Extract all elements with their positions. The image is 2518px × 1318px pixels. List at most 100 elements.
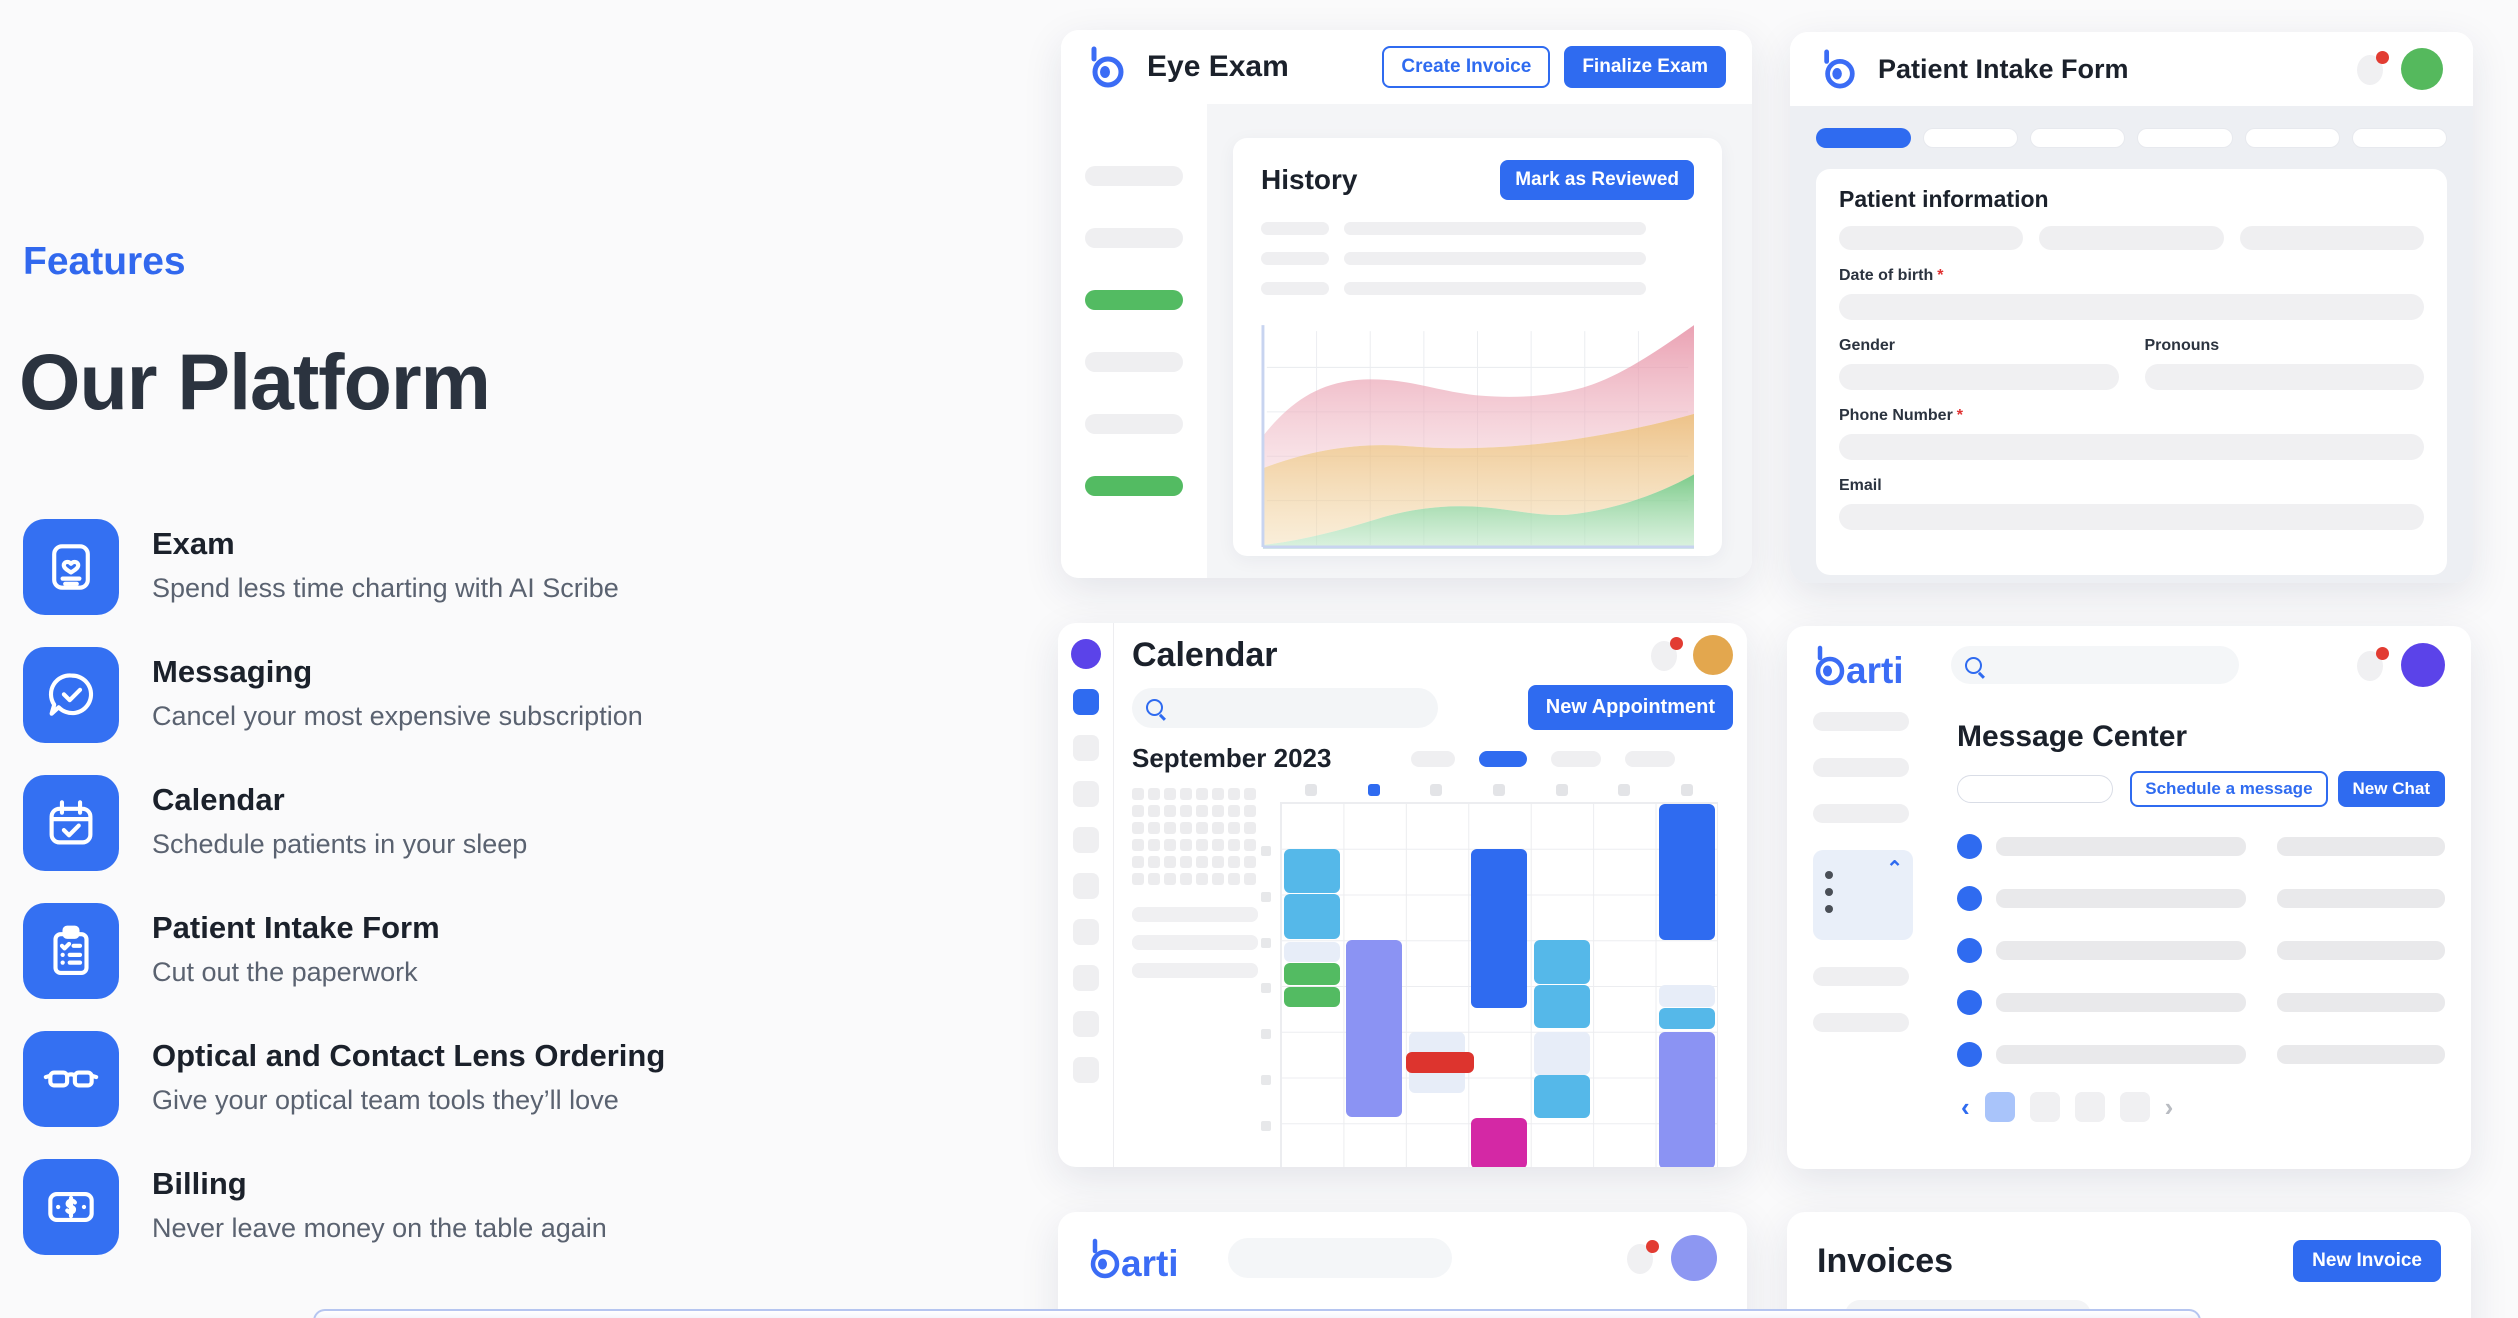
phone-field[interactable]	[1839, 434, 2424, 460]
mini-calendar-day[interactable]	[1164, 805, 1176, 817]
page-button[interactable]	[2119, 1092, 2150, 1122]
name-field-skeleton[interactable]	[1839, 226, 2024, 250]
nav-item[interactable]	[1072, 827, 1099, 853]
mini-calendar-day[interactable]	[1228, 839, 1240, 851]
nav-item[interactable]	[1072, 735, 1099, 761]
calendar-event[interactable]	[1658, 985, 1715, 1007]
mini-calendar-day[interactable]	[1196, 788, 1208, 800]
sidebar-skeleton-item[interactable]	[1813, 758, 1909, 777]
avatar[interactable]	[2401, 643, 2445, 687]
mini-calendar-day[interactable]	[1196, 839, 1208, 851]
mini-calendar-day[interactable]	[1212, 873, 1224, 885]
mini-calendar-day[interactable]	[1228, 822, 1240, 834]
new-appointment-button[interactable]: New Appointment	[1527, 685, 1733, 730]
notification-icon[interactable]	[1627, 1240, 1659, 1276]
mini-calendar-day[interactable]	[1228, 856, 1240, 868]
chevron-up-icon[interactable]: ⌃	[1886, 858, 1903, 880]
mini-calendar-day[interactable]	[1132, 805, 1144, 817]
calendar-event[interactable]	[1471, 849, 1528, 1008]
option-dot[interactable]	[1825, 871, 1833, 879]
new-chat-button[interactable]: New Chat	[2337, 771, 2445, 807]
feature-item-exam[interactable]: Exam Spend less time charting with AI Sc…	[23, 519, 723, 615]
mark-as-reviewed-button[interactable]: Mark as Reviewed	[1500, 160, 1694, 200]
nav-item[interactable]	[1072, 873, 1099, 899]
mini-calendar-day[interactable]	[1132, 873, 1144, 885]
message-list-item[interactable]	[1957, 990, 2445, 1015]
mini-calendar-day[interactable]	[1244, 805, 1256, 817]
message-list-item[interactable]	[1957, 834, 2445, 859]
calendar-event[interactable]	[1533, 1032, 1590, 1075]
calendar-event[interactable]	[1471, 1118, 1528, 1167]
page-button[interactable]	[2029, 1092, 2060, 1122]
pronouns-field[interactable]	[2144, 364, 2424, 390]
mini-calendar-day[interactable]	[1244, 873, 1256, 885]
option-dot[interactable]	[1825, 888, 1833, 896]
view-option[interactable]	[1551, 750, 1602, 767]
calendar-event[interactable]	[1658, 1008, 1715, 1029]
mini-calendar-day[interactable]	[1180, 805, 1192, 817]
nav-item[interactable]	[1072, 919, 1099, 945]
feature-item-billing[interactable]: Billing Never leave money on the table a…	[23, 1159, 723, 1255]
create-invoice-button[interactable]: Create Invoice	[1382, 46, 1551, 88]
calendar-event[interactable]	[1533, 940, 1590, 984]
mini-calendar-day[interactable]	[1196, 873, 1208, 885]
progress-step[interactable]	[2030, 128, 2126, 148]
sidebar-skeleton-item[interactable]	[1813, 804, 1909, 823]
new-invoice-button[interactable]: New Invoice	[2293, 1240, 2441, 1282]
mini-calendar-day[interactable]	[1244, 788, 1256, 800]
schedule-message-button[interactable]: Schedule a message	[2130, 771, 2328, 807]
email-field[interactable]	[1839, 504, 2424, 530]
search-input[interactable]	[1132, 687, 1438, 728]
mini-calendar-day[interactable]	[1132, 822, 1144, 834]
mini-calendar-day[interactable]	[1196, 805, 1208, 817]
mini-calendar-day[interactable]	[1228, 873, 1240, 885]
calendar-event[interactable]	[1284, 987, 1340, 1007]
feature-item-calendar[interactable]: Calendar Schedule patients in your sleep	[23, 775, 723, 871]
mini-calendar-day[interactable]	[1148, 805, 1160, 817]
mini-calendar-day[interactable]	[1180, 822, 1192, 834]
nav-item[interactable]	[1072, 781, 1099, 807]
sidebar-skeleton-item[interactable]	[1085, 352, 1183, 372]
mini-calendar-day[interactable]	[1212, 788, 1224, 800]
gender-field[interactable]	[1839, 364, 2119, 390]
page-button[interactable]	[2074, 1092, 2105, 1122]
mini-calendar[interactable]	[1132, 788, 1280, 885]
mini-calendar-day[interactable]	[1196, 856, 1208, 868]
sidebar-skeleton-item[interactable]	[1085, 290, 1183, 310]
calendar-event[interactable]	[1284, 894, 1340, 939]
mini-calendar-day[interactable]	[1148, 856, 1160, 868]
mini-calendar-day[interactable]	[1164, 839, 1176, 851]
calendar-event[interactable]	[1533, 1075, 1590, 1118]
option-dot[interactable]	[1825, 905, 1833, 913]
progress-step[interactable]	[2351, 128, 2448, 148]
mini-calendar-day[interactable]	[1148, 839, 1160, 851]
message-filter-input[interactable]	[1957, 775, 2113, 803]
mini-calendar-day[interactable]	[1164, 788, 1176, 800]
sidebar-skeleton-item[interactable]	[1085, 228, 1183, 248]
sidebar-skeleton-item[interactable]	[1085, 476, 1183, 496]
mini-calendar-day[interactable]	[1132, 788, 1144, 800]
filter-dropdown-panel[interactable]: ⌃	[1813, 850, 1913, 940]
sidebar-skeleton-item[interactable]	[1085, 166, 1183, 186]
view-option[interactable]	[1411, 750, 1456, 767]
mini-calendar-day[interactable]	[1244, 839, 1256, 851]
progress-step[interactable]	[1923, 128, 2019, 148]
mini-calendar-day[interactable]	[1244, 856, 1256, 868]
calendar-event[interactable]	[1533, 985, 1590, 1028]
view-option[interactable]	[1625, 750, 1676, 767]
avatar[interactable]	[1693, 635, 1733, 675]
mini-calendar-day[interactable]	[1148, 822, 1160, 834]
mini-calendar-day[interactable]	[1196, 822, 1208, 834]
calendar-event[interactable]	[1284, 942, 1340, 962]
progress-step[interactable]	[2137, 128, 2233, 148]
search-input[interactable]	[1228, 1238, 1452, 1278]
mini-calendar-day[interactable]	[1228, 788, 1240, 800]
sidebar-skeleton-item[interactable]	[1813, 712, 1909, 731]
nav-item[interactable]	[1072, 965, 1099, 991]
avatar[interactable]	[2401, 48, 2443, 90]
mini-calendar-day[interactable]	[1164, 873, 1176, 885]
message-list-item[interactable]	[1957, 886, 2445, 911]
mini-calendar-day[interactable]	[1164, 856, 1176, 868]
feature-item-intake[interactable]: Patient Intake Form Cut out the paperwor…	[23, 903, 723, 999]
notification-icon[interactable]	[2357, 51, 2389, 87]
